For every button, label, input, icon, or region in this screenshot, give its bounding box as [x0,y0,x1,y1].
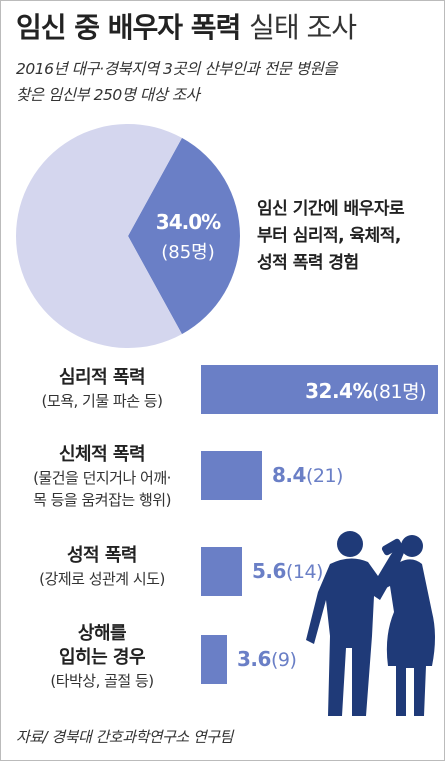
subtitle-line-1: 2016년 대구·경북지역 3곳의 산부인과 전문 병원을 [16,60,338,78]
bar-value: 8.4 [272,463,306,487]
bar-category-label: 성적 폭력 (강제로 성관계 시도) [8,544,196,590]
pie-slice-count-label: (85명) [161,242,215,263]
category-name: 심리적 폭력 [58,367,146,388]
bar-count: (14) [285,561,324,583]
subtitle-line-2: 찾은 임신부 250명 대상 조사 [16,86,200,104]
bar-value-label: 32.4%(81명) [305,377,426,404]
pie-description-line: 부터 심리적, 육체적, [257,226,401,246]
category-name: 성적 폭력 [66,545,138,566]
category-desc: (강제로 성관계 시도) [39,570,165,588]
bar-count: (81명) [372,381,426,403]
bar-count: (21) [305,465,344,487]
bar-category-label: 상해를 입히는 경우 (타박상, 골절 등) [8,622,196,692]
subtitle: 2016년 대구·경북지역 3곳의 산부인과 전문 병원을 찾은 임신부 250… [16,56,436,108]
bar [201,635,227,684]
pie-slice-highlighted [128,137,240,335]
pie-slice-percent-label: 34.0% [155,210,221,234]
bar [201,365,438,414]
title-light: 실태 조사 [249,11,357,44]
bar-value-label: 3.6(9) [237,647,297,671]
category-desc: (모욕, 기물 파손 등) [41,392,163,410]
pie-slice-rest [15,124,182,348]
category-name: 신체적 폭력 [58,444,146,465]
page-title: 임신 중 배우자 폭력 실태 조사 [16,6,357,46]
pie-description-line: 임신 기간에 배우자로 [257,199,405,219]
bar-value: 5.6 [252,559,286,583]
pie-description: 임신 기간에 배우자로 부터 심리적, 육체적, 성적 폭력 경험 [257,196,442,277]
bar [201,451,262,500]
bar-category-label: 심리적 폭력 (모욕, 기물 파손 등) [8,366,196,412]
bar-value: 32.4% [305,379,373,403]
category-name: 입히는 경우 [58,647,146,668]
category-desc: (타박상, 골절 등) [50,672,154,690]
bar [201,547,242,596]
bar-value-label: 8.4(21) [272,463,343,487]
pie-description-line: 성적 폭력 경험 [257,253,359,273]
bar-value-label: 5.6(14) [252,559,323,583]
category-name: 상해를 [77,623,127,644]
couple-silhouette-icon [306,531,435,716]
bar-count: (9) [270,649,297,671]
bar-category-label: 신체적 폭력 (물건을 던지거나 어깨· 목 등을 움켜잡는 행위) [8,443,196,511]
bar-value: 3.6 [237,647,271,671]
category-desc: (물건을 던지거나 어깨· [33,469,171,487]
title-bold: 임신 중 배우자 폭력 [16,11,241,44]
source-note: 자료/ 경북대 간호과학연구소 연구팀 [16,728,233,746]
category-desc: 목 등을 움켜잡는 행위) [33,491,171,509]
